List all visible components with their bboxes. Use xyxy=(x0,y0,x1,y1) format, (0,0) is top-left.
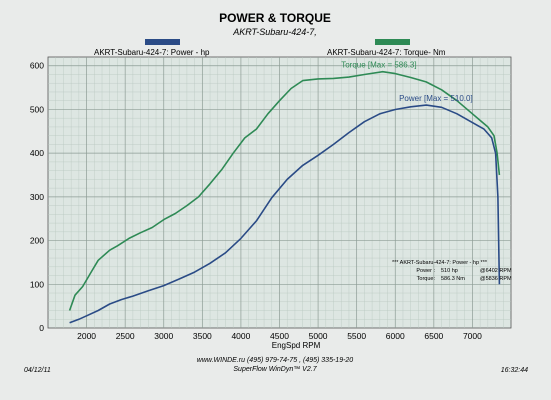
x-tick-label: 5500 xyxy=(347,331,366,341)
legend-swatch-torque xyxy=(375,39,410,45)
y-tick-label: 100 xyxy=(30,279,44,289)
footer-time: 16:32:44 xyxy=(501,367,528,374)
x-axis-ticks: 2000 2500 3000 3500 4000 4500 5000 5500 6000 6500… xyxy=(77,331,482,341)
power-peak-label: Power [Max = 510.0] xyxy=(399,94,473,103)
x-tick-label: 2500 xyxy=(116,331,135,341)
summary-power-label: Power : xyxy=(416,268,435,274)
x-axis-label: EngSpd RPM xyxy=(272,341,321,350)
chart-subtitle: AKRT-Subaru-424-7, xyxy=(232,27,317,37)
chart-title: POWER & TORQUE xyxy=(219,11,331,25)
summary-torque-rpm: @5836 RPM xyxy=(480,276,512,282)
legend-swatch-power xyxy=(145,39,180,45)
y-tick-label: 200 xyxy=(30,236,44,246)
summary-torque-value: 586.3 Nm xyxy=(441,276,465,282)
footer-software: SuperFlow WinDyn™ V2.7 xyxy=(233,366,317,373)
footer-date: 04/12/11 xyxy=(24,367,51,374)
footer-website-phone: www.WINDE.ru (495) 979-74-75 , (495) 335… xyxy=(197,357,354,364)
x-tick-label: 4500 xyxy=(270,331,289,341)
x-tick-label: 2000 xyxy=(77,331,96,341)
x-tick-label: 3500 xyxy=(193,331,212,341)
x-tick-label: 3000 xyxy=(154,331,173,341)
major-grid xyxy=(48,57,511,328)
peak-summary: *** AKRT-Subaru-424-7: Power - hp *** Po… xyxy=(392,260,512,282)
summary-power-value: 510 hp xyxy=(441,268,458,274)
y-axis-ticks: 0 100 200 300 400 500 600 xyxy=(30,61,44,333)
summary-power-rpm: @6402 RPM xyxy=(480,268,512,274)
summary-header: *** AKRT-Subaru-424-7: Power - hp *** xyxy=(392,260,488,266)
torque-line xyxy=(68,70,501,311)
y-tick-label: 500 xyxy=(30,104,44,114)
summary-torque-label: Torque: xyxy=(417,276,436,282)
y-tick-label: 0 xyxy=(39,323,44,333)
power-line xyxy=(69,104,501,324)
legend-label-torque: AKRT-Subaru-424-7: Torque- Nm xyxy=(327,48,446,57)
x-tick-label: 4000 xyxy=(231,331,250,341)
y-tick-label: 600 xyxy=(30,61,44,71)
y-tick-label: 300 xyxy=(30,192,44,202)
x-tick-label: 5000 xyxy=(309,331,328,341)
torque-peak-label: Torque [Max = 586.3] xyxy=(341,61,416,70)
legend-label-power: AKRT-Subaru-424-7: Power - hp xyxy=(94,48,210,57)
x-tick-label: 7000 xyxy=(463,331,482,341)
x-tick-label: 6500 xyxy=(424,331,443,341)
series-lines xyxy=(68,70,501,324)
y-tick-label: 400 xyxy=(30,148,44,158)
x-tick-label: 6000 xyxy=(386,331,405,341)
